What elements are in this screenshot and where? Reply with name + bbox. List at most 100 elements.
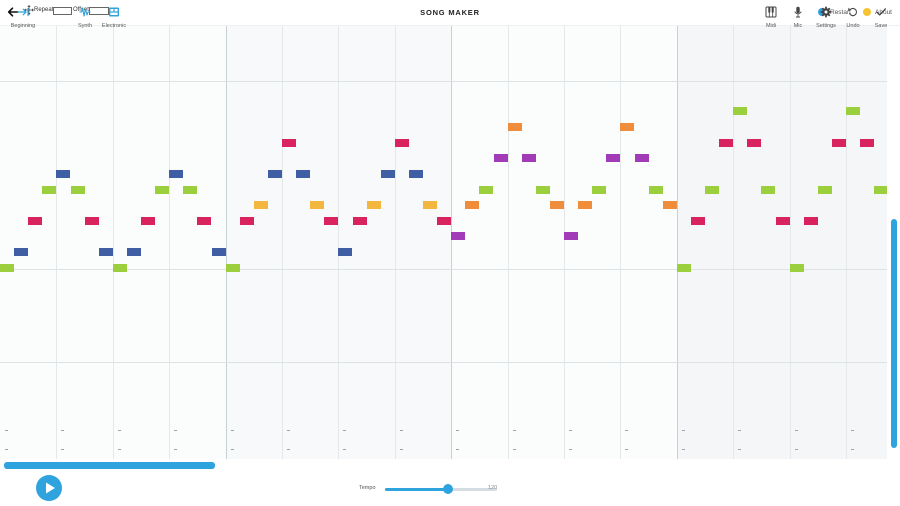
note-green[interactable] (71, 186, 85, 194)
note-red[interactable] (776, 217, 790, 225)
note-red[interactable] (691, 217, 705, 225)
note-blue[interactable] (99, 248, 113, 256)
note-red[interactable] (141, 217, 155, 225)
tempo-slider-fill (385, 488, 448, 491)
settings-button[interactable]: Settings (811, 6, 841, 29)
note-red[interactable] (804, 217, 818, 225)
note-green[interactable] (42, 186, 56, 194)
note-orange[interactable] (465, 201, 479, 209)
note-red[interactable] (28, 217, 42, 225)
horizontal-scrollbar[interactable] (4, 462, 215, 469)
note-red[interactable] (860, 139, 874, 147)
note-orange[interactable] (550, 201, 564, 209)
tempo-slider-handle[interactable] (443, 484, 453, 494)
note-grid[interactable] (0, 26, 887, 459)
note-blue[interactable] (338, 248, 352, 256)
note-purple[interactable] (494, 154, 508, 162)
note-green[interactable] (790, 264, 804, 272)
note-yellow[interactable] (254, 201, 268, 209)
beginning-button[interactable]: Beginning (8, 6, 38, 29)
midi-button[interactable]: Midi (756, 6, 786, 29)
note-yellow[interactable] (310, 201, 324, 209)
percussion-marker (625, 430, 628, 431)
note-green[interactable] (677, 264, 691, 272)
note-blue[interactable] (381, 170, 395, 178)
percussion-marker (5, 430, 8, 431)
note-blue[interactable] (169, 170, 183, 178)
vertical-scrollbar[interactable] (891, 219, 897, 448)
note-blue[interactable] (268, 170, 282, 178)
note-yellow[interactable] (367, 201, 381, 209)
beat-line (508, 26, 509, 459)
note-red[interactable] (395, 139, 409, 147)
percussion-marker (738, 430, 741, 431)
note-green[interactable] (113, 264, 127, 272)
note-red[interactable] (240, 217, 254, 225)
note-blue[interactable] (409, 170, 423, 178)
note-green[interactable] (592, 186, 606, 194)
beat-line (338, 26, 339, 459)
note-orange[interactable] (620, 123, 634, 131)
percussion-marker (513, 430, 516, 431)
note-purple[interactable] (635, 154, 649, 162)
beat-line (451, 26, 452, 459)
settings-label: Settings (816, 23, 836, 29)
note-blue[interactable] (127, 248, 141, 256)
note-red[interactable] (719, 139, 733, 147)
measure-block (0, 26, 226, 459)
note-blue[interactable] (56, 170, 70, 178)
beat-line (620, 26, 621, 459)
note-green[interactable] (761, 186, 775, 194)
note-purple[interactable] (451, 232, 465, 240)
note-purple[interactable] (522, 154, 536, 162)
beat-line (113, 26, 114, 459)
note-red[interactable] (747, 139, 761, 147)
percussion-marker (682, 449, 685, 450)
percussion-marker (5, 449, 8, 450)
note-red[interactable] (85, 217, 99, 225)
note-green[interactable] (874, 186, 887, 194)
back-arrow-icon[interactable] (6, 5, 20, 19)
play-button[interactable] (36, 475, 62, 501)
percussion-electronic-button[interactable]: Electronic (99, 6, 129, 29)
note-blue[interactable] (212, 248, 226, 256)
save-button[interactable]: Save (866, 6, 896, 29)
jump-to-start-icon (17, 7, 29, 17)
about-label: About (875, 8, 892, 16)
note-red[interactable] (197, 217, 211, 225)
note-green[interactable] (183, 186, 197, 194)
note-green[interactable] (818, 186, 832, 194)
beat-line (395, 26, 396, 459)
note-green[interactable] (705, 186, 719, 194)
note-blue[interactable] (296, 170, 310, 178)
percussion-marker (343, 430, 346, 431)
note-green[interactable] (226, 264, 240, 272)
note-orange[interactable] (508, 123, 522, 131)
note-red[interactable] (353, 217, 367, 225)
note-purple[interactable] (606, 154, 620, 162)
undo-button[interactable]: Undo (838, 6, 868, 29)
offset-input[interactable] (89, 7, 109, 15)
about-button[interactable]: About (863, 6, 892, 18)
note-green[interactable] (155, 186, 169, 194)
repeat-input[interactable] (53, 7, 72, 15)
note-green[interactable] (0, 264, 14, 272)
percussion-marker (118, 430, 121, 431)
waveform-icon (79, 7, 91, 17)
note-orange[interactable] (663, 201, 677, 209)
note-blue[interactable] (14, 248, 28, 256)
note-green[interactable] (846, 107, 860, 115)
note-red[interactable] (282, 139, 296, 147)
note-green[interactable] (733, 107, 747, 115)
mic-button[interactable]: Mic (783, 6, 813, 29)
note-red[interactable] (437, 217, 451, 225)
instrument-synth-button[interactable]: Synth (70, 6, 100, 29)
note-green[interactable] (479, 186, 493, 194)
note-yellow[interactable] (423, 201, 437, 209)
note-purple[interactable] (564, 232, 578, 240)
note-red[interactable] (324, 217, 338, 225)
note-green[interactable] (649, 186, 663, 194)
note-red[interactable] (832, 139, 846, 147)
note-orange[interactable] (578, 201, 592, 209)
note-green[interactable] (536, 186, 550, 194)
